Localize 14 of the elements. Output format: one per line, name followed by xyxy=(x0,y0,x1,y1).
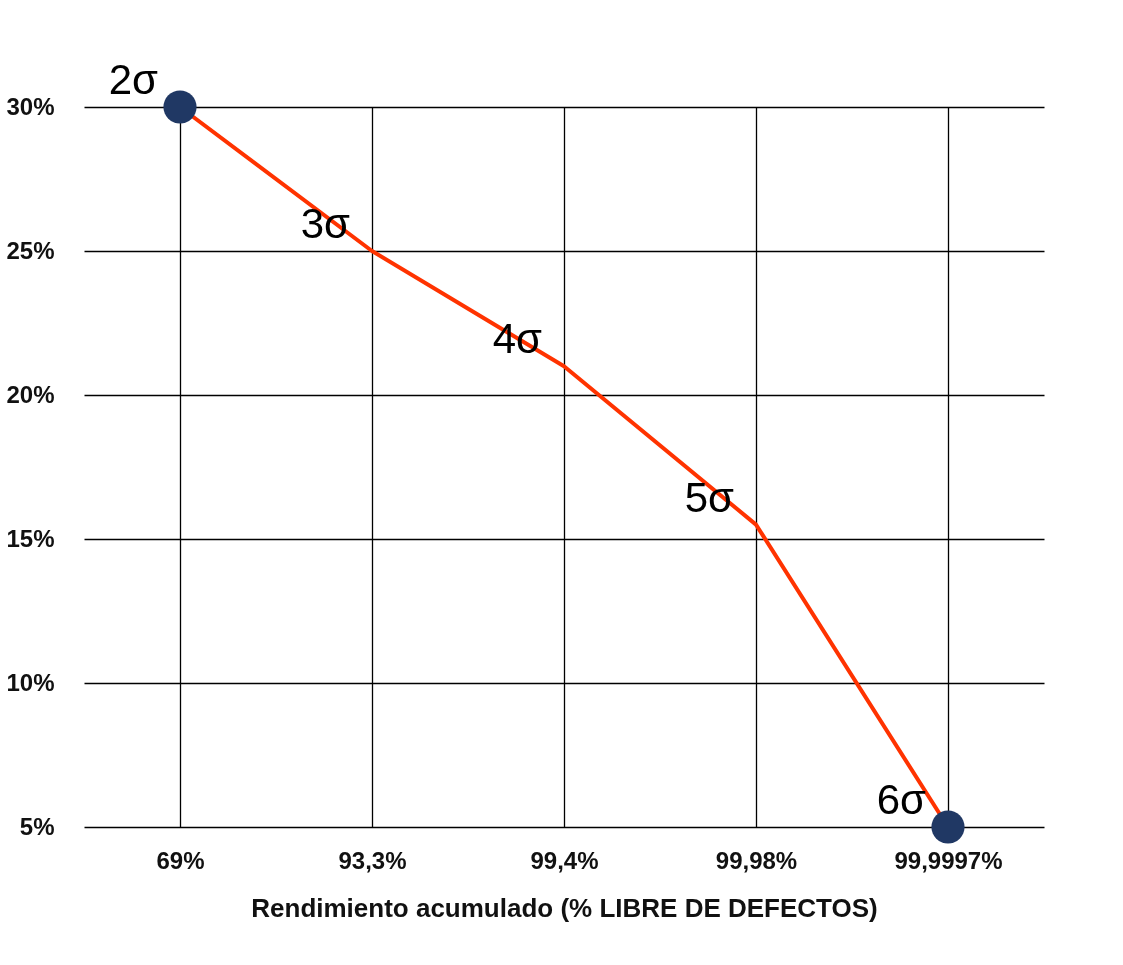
y-tick-label: 30% xyxy=(6,92,55,120)
y-tick-label: 15% xyxy=(6,524,55,552)
x-tick-label: 99,9997% xyxy=(894,846,1003,874)
x-axis-title: Rendimiento acumulado (% LIBRE DE DEFECTOS) xyxy=(251,892,878,923)
y-tick-label: 20% xyxy=(6,380,55,408)
x-tick-label: 99,4% xyxy=(530,846,599,874)
y-tick-label: 25% xyxy=(6,236,55,264)
x-tick-label: 93,3% xyxy=(338,846,407,874)
x-tick-label: 99,98% xyxy=(715,846,798,874)
annotation: 2σ xyxy=(108,56,159,103)
x-tick-label: 69% xyxy=(156,846,205,874)
y-tick-label: 5% xyxy=(19,812,55,840)
y-tick-label: 10% xyxy=(6,668,55,696)
annotation: 6σ xyxy=(876,776,927,823)
